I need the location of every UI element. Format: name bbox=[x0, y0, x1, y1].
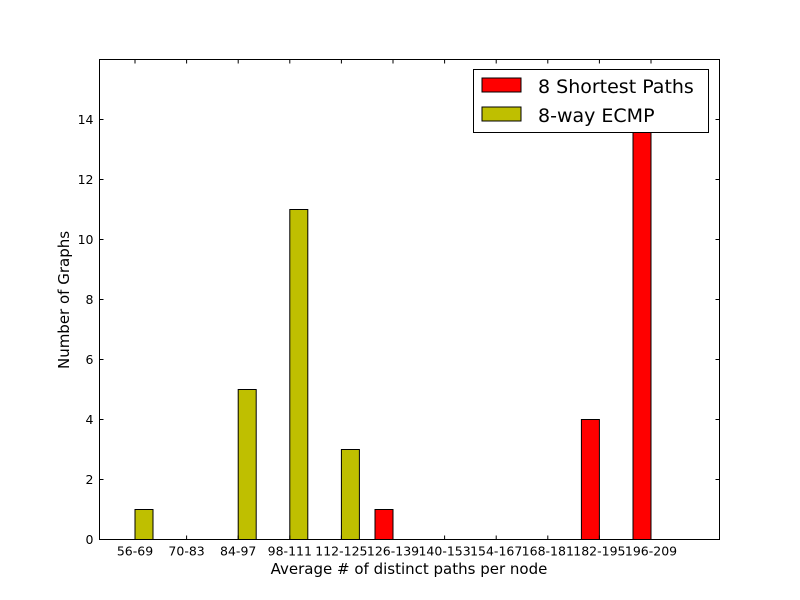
bar-shortest-paths-196-209 bbox=[632, 119, 652, 540]
x-tick-label: 154-167 bbox=[470, 544, 522, 559]
x-tick-label: 140-153 bbox=[418, 544, 470, 559]
bar-ecmp-84-97 bbox=[237, 389, 257, 540]
y-tick-label: 14 bbox=[78, 112, 94, 127]
x-tick-label: 70-83 bbox=[168, 544, 204, 559]
bar-ecmp-56-69 bbox=[134, 509, 154, 540]
y-tick-label: 12 bbox=[78, 172, 94, 187]
x-tick-label: 196-209 bbox=[625, 544, 677, 559]
legend-swatch-ecmp bbox=[481, 106, 522, 122]
bar-ecmp-98-111 bbox=[289, 209, 309, 540]
y-tick-label: 4 bbox=[86, 412, 94, 427]
legend: 8 Shortest Paths 8-way ECMP bbox=[473, 69, 709, 133]
x-tick-label: 84-97 bbox=[220, 544, 256, 559]
y-tick-label: 10 bbox=[78, 232, 94, 247]
bar-shortest-paths-126-139 bbox=[374, 509, 394, 540]
x-axis-label: Average # of distinct paths per node bbox=[271, 560, 548, 578]
x-tick-label: 56-69 bbox=[117, 544, 153, 559]
x-tick-label: 112-125 bbox=[315, 544, 367, 559]
y-tick-label: 8 bbox=[86, 292, 94, 307]
x-tick-label: 98-111 bbox=[268, 544, 312, 559]
y-tick-label: 6 bbox=[86, 352, 94, 367]
y-tick-label: 0 bbox=[86, 532, 94, 547]
y-tick-label: 2 bbox=[86, 472, 94, 487]
x-tick-label: 182-195 bbox=[573, 544, 625, 559]
legend-label-ecmp: 8-way ECMP bbox=[538, 105, 655, 127]
x-axis: 56-69 70-83 84-97 98-111 112-125 126-139 140-1… bbox=[117, 59, 677, 559]
bar-ecmp-112-125 bbox=[340, 449, 360, 540]
x-tick-label: 126-139 bbox=[367, 544, 419, 559]
bars-layer bbox=[134, 119, 652, 540]
legend-swatch-shortest-paths bbox=[481, 77, 522, 93]
legend-label-shortest-paths: 8 Shortest Paths bbox=[538, 76, 694, 98]
y-axis: 0 2 4 6 8 10 12 14 bbox=[78, 112, 720, 547]
x-tick-label: 168-181 bbox=[522, 544, 574, 559]
y-axis-label: Number of Graphs bbox=[55, 231, 73, 369]
bar-shortest-paths-182-195 bbox=[580, 419, 600, 540]
